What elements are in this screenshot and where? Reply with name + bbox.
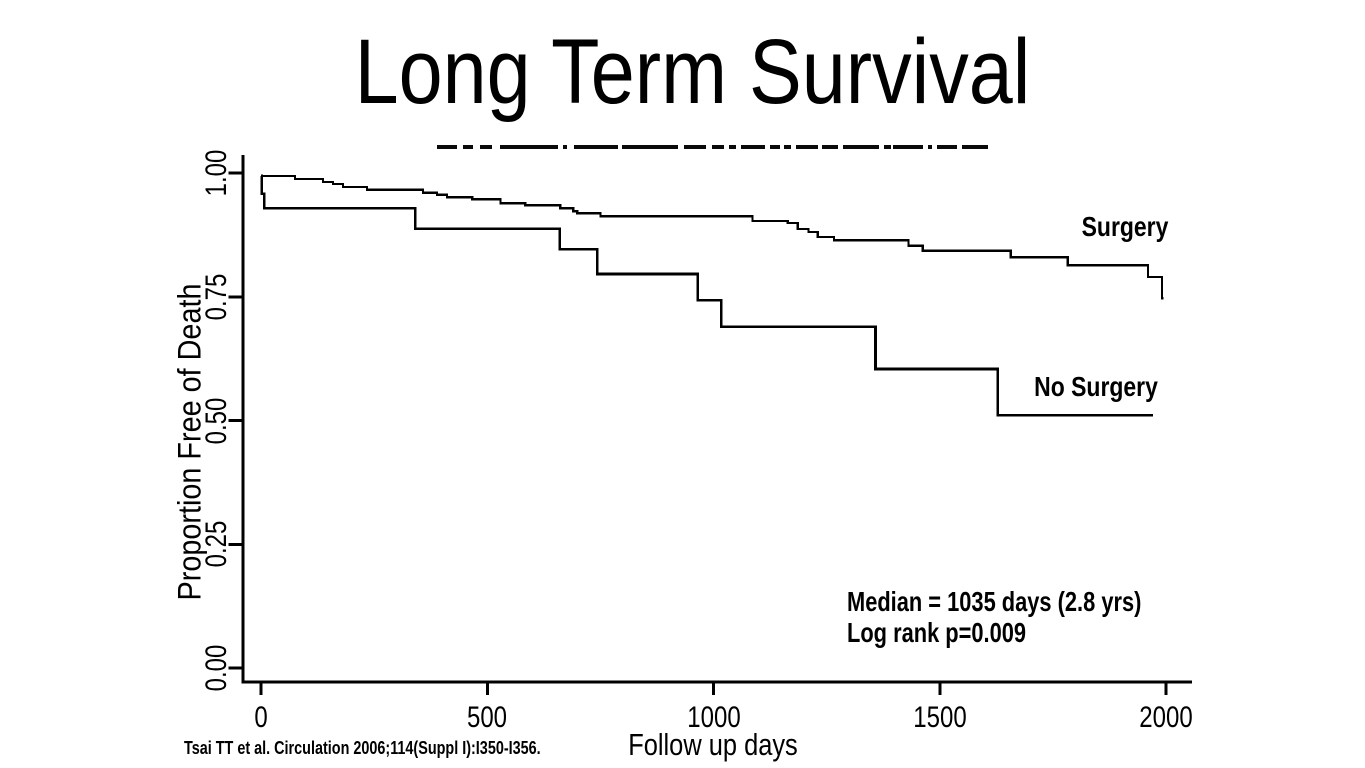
y-tick-label: 0.50 xyxy=(200,397,233,444)
clipped-text-dash xyxy=(784,145,791,149)
clipped-text-dash xyxy=(500,145,558,149)
clipped-text-dash xyxy=(796,145,818,149)
y-tick-label: 0.25 xyxy=(200,520,233,568)
x-tick-label: 2000 xyxy=(1139,701,1193,734)
y-tick-label: 1.00 xyxy=(200,149,233,197)
clipped-text-dash xyxy=(822,145,838,149)
x-tick-label: 0 xyxy=(254,701,268,734)
clipped-text-dash xyxy=(884,145,891,149)
x-axis-title: Follow up days xyxy=(628,727,798,762)
logrank-annotation: Log rank p=0.009 xyxy=(847,617,1027,648)
clipped-text-dash xyxy=(741,145,765,149)
clipped-text-dash xyxy=(574,145,618,149)
x-tick-label: 500 xyxy=(467,701,508,734)
clipped-text-dash xyxy=(770,145,780,149)
clipped-text-dash xyxy=(684,145,706,149)
y-tick-label: 0.75 xyxy=(200,273,233,321)
citation: Tsai TT et al. Circulation 2006;114(Supp… xyxy=(184,738,541,758)
clipped-text-dash xyxy=(480,145,492,149)
clipped-text-dash xyxy=(563,145,567,149)
clipped-text-dash xyxy=(928,145,932,149)
x-tick-label: 1500 xyxy=(913,701,967,734)
clipped-text-dash xyxy=(463,145,473,149)
clipped-text-dash xyxy=(843,145,879,149)
clipped-text-dash xyxy=(437,145,457,149)
series-label-no-surgery: No Surgery xyxy=(1034,371,1158,402)
survival-curves xyxy=(260,174,1164,417)
clipped-text-dash xyxy=(712,145,724,149)
plot-axes xyxy=(228,155,1192,695)
clipped-subtitle-remnant xyxy=(0,145,1365,150)
curve-no-surgery xyxy=(260,174,1153,417)
clipped-text-dash xyxy=(893,145,923,149)
page-title: Long Term Survival xyxy=(354,21,1031,123)
stats-annotation: Median = 1035 days (2.8 yrs) Log rank p=… xyxy=(847,586,1141,648)
clipped-text-dash xyxy=(729,145,736,149)
clipped-text-dash xyxy=(622,145,678,149)
curve-surgery xyxy=(261,174,1164,300)
y-tick-label: 0.00 xyxy=(200,644,233,692)
clipped-text-dash xyxy=(937,145,957,149)
series-label-surgery: Surgery xyxy=(1081,211,1169,242)
median-annotation: Median = 1035 days (2.8 yrs) xyxy=(847,586,1142,617)
clipped-text-dash xyxy=(962,145,988,149)
x-tick-label: 1000 xyxy=(686,701,741,734)
